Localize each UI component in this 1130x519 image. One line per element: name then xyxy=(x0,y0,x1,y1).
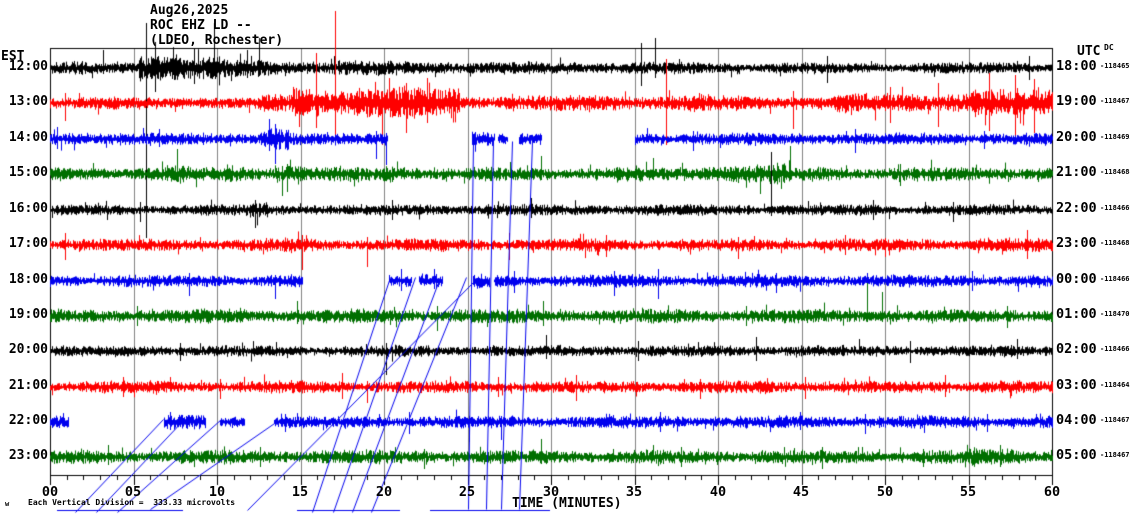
watermark-glyph: w xyxy=(5,500,10,508)
dc-offset-value: -1184642 xyxy=(1100,381,1130,389)
dc-offset-value: -1184673 xyxy=(1100,97,1130,105)
left-time-label: 23:00 xyxy=(8,448,48,463)
x-tick-label: 40 xyxy=(709,484,727,500)
right-time-label: 04:00 xyxy=(1056,412,1097,428)
dc-header-label: DC xyxy=(1104,43,1114,52)
dc-offset-value: -1184659 xyxy=(1100,62,1130,70)
x-axis-title: TIME (MINUTES) xyxy=(512,496,622,511)
left-time-label: 15:00 xyxy=(8,165,48,180)
x-tick-label: 30 xyxy=(542,484,560,500)
est-timezone-label: EST xyxy=(1,49,25,64)
left-time-label: 22:00 xyxy=(8,413,48,428)
right-time-label: 22:00 xyxy=(1056,200,1097,216)
x-tick-label: 60 xyxy=(1043,484,1061,500)
dc-offset-value: -1184692 xyxy=(1100,133,1130,141)
left-time-label: 18:00 xyxy=(8,272,48,287)
x-tick-label: 35 xyxy=(625,484,643,500)
right-time-label: 20:00 xyxy=(1056,129,1097,145)
left-time-label: 19:00 xyxy=(8,307,48,322)
left-time-label: 20:00 xyxy=(8,342,48,357)
left-time-label: 14:00 xyxy=(8,130,48,145)
x-tick-label: 10 xyxy=(208,484,226,500)
x-tick-label: 15 xyxy=(291,484,309,500)
right-time-label: 02:00 xyxy=(1056,341,1097,357)
dc-offset-value: -1184684 xyxy=(1100,168,1130,176)
right-time-label: 19:00 xyxy=(1056,93,1097,109)
header-date: Aug26,2025 xyxy=(150,3,229,18)
right-time-label: 18:00 xyxy=(1056,58,1097,74)
x-tick-label: 55 xyxy=(959,484,977,500)
x-tick-label: 45 xyxy=(792,484,810,500)
header-station: ROC EHZ LD -- xyxy=(150,18,252,33)
dc-offset-value: -1184673 xyxy=(1100,451,1130,459)
right-time-label: 03:00 xyxy=(1056,377,1097,393)
right-time-label: 00:00 xyxy=(1056,271,1097,287)
header-location: (LDEO, Rochester) xyxy=(150,33,284,48)
left-time-label: 13:00 xyxy=(8,94,48,109)
left-time-label: 21:00 xyxy=(8,378,48,393)
x-tick-label: 05 xyxy=(124,484,142,500)
x-tick-label: 00 xyxy=(41,484,59,500)
dc-offset-value: -1184669 xyxy=(1100,204,1130,212)
dc-offset-value: -1184685 xyxy=(1100,239,1130,247)
x-tick-label: 50 xyxy=(876,484,894,500)
dc-offset-value: -1184676 xyxy=(1100,416,1130,424)
scale-note: Each Vertical Division = 333.33 microvol… xyxy=(28,498,236,507)
right-time-label: 05:00 xyxy=(1056,447,1097,463)
right-time-label: 21:00 xyxy=(1056,164,1097,180)
dc-offset-value: -1184701 xyxy=(1100,310,1130,318)
right-time-label: 01:00 xyxy=(1056,306,1097,322)
dc-offset-value: -1184661 xyxy=(1100,275,1130,283)
utc-timezone-label: UTC xyxy=(1077,44,1101,59)
left-time-label: 12:00 xyxy=(8,59,48,74)
x-tick-label: 20 xyxy=(375,484,393,500)
dc-offset-value: -1184668 xyxy=(1100,345,1130,353)
left-time-label: 17:00 xyxy=(8,236,48,251)
right-time-label: 23:00 xyxy=(1056,235,1097,251)
x-tick-label: 25 xyxy=(458,484,476,500)
left-time-label: 16:00 xyxy=(8,201,48,216)
